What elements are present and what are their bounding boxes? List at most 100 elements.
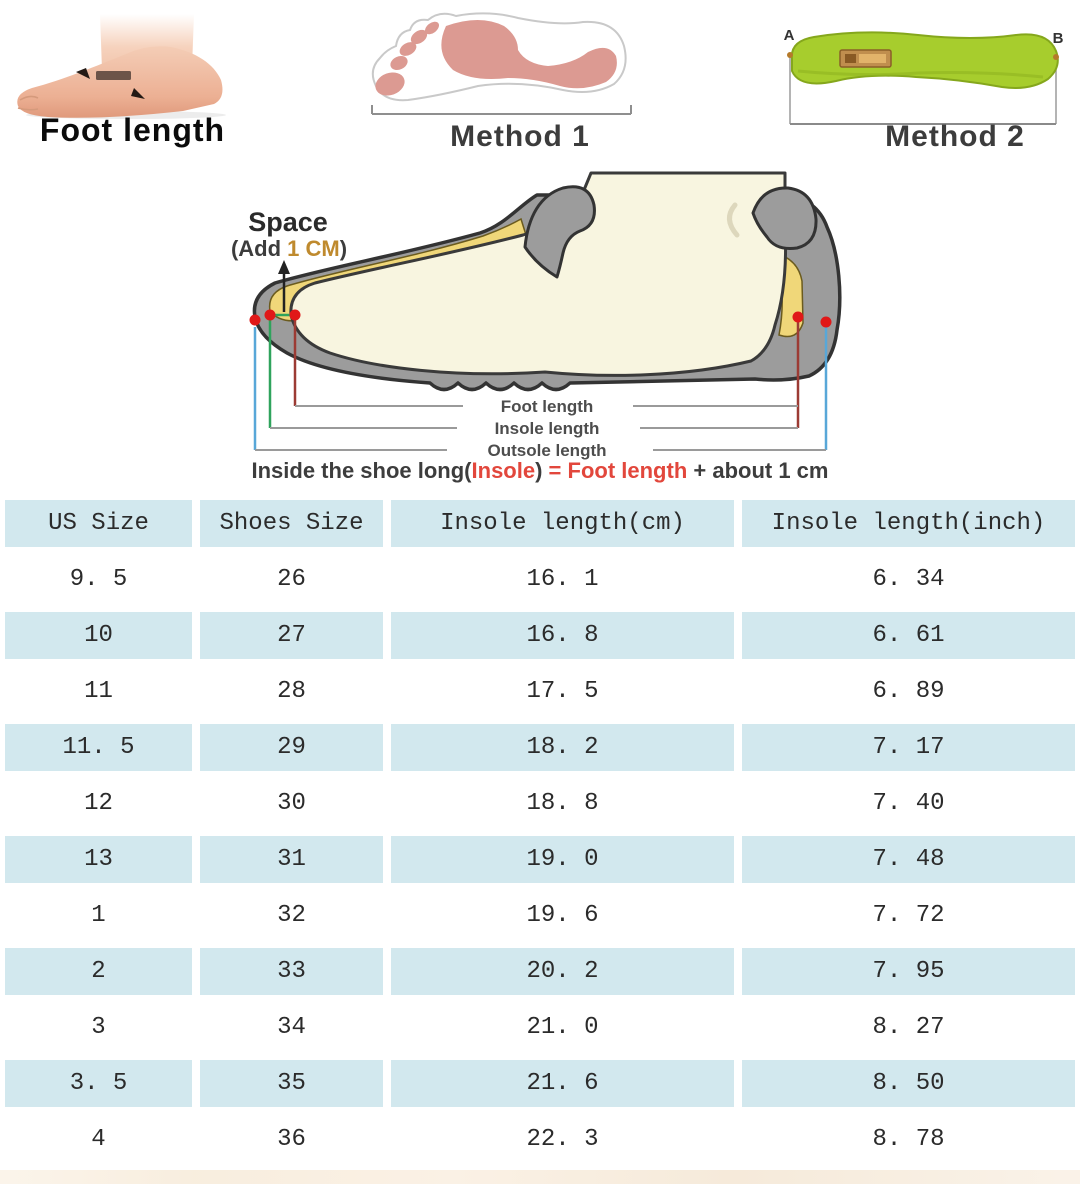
table-cell: 10 [5,612,192,659]
insole-label-mark [859,54,886,63]
footprint-sole [441,20,617,89]
footprint-toe [390,55,408,71]
insole-shading [797,69,1044,79]
foot-length-caption: Foot length [39,112,226,148]
table-row: 12 30 18. 8 7. 40 [5,780,1075,827]
table-cell: 9. 5 [69,566,128,593]
table-cell: 6. 34 [872,566,945,593]
space-note: (Add 1 CM) [231,236,347,261]
table-cell: 2 [5,948,192,995]
marker-dot [792,311,804,323]
size-table: US Size Shoes Size Insole length(cm) Insole… [5,500,1075,1172]
table-cell: 7. 48 [742,836,1075,883]
footprint-toe [424,21,440,35]
formula-part: Inside the shoe long( [251,458,472,483]
formula-part: ) [535,458,549,483]
table-cell: 6. 89 [872,678,945,705]
table-row: 1 32 19. 6 7. 72 [5,892,1075,939]
formula-equals: = [548,458,568,483]
method2-caption: Method 2 [885,120,1025,153]
table-cell: 29 [200,724,383,771]
footprint-big-toe [375,72,405,96]
formula-foot-length: Foot length [567,458,688,483]
table-cell: 7. 72 [872,902,945,929]
table-cell: 28 [277,678,306,705]
table-cell: 26 [277,566,306,593]
bottom-edge-strip [0,1170,1080,1184]
footprint-toe [399,42,417,56]
table-row: 9. 5 26 16. 1 6. 34 [5,556,1075,603]
table-header-row: US Size Shoes Size Insole length(cm) Insole… [5,500,1075,547]
marker-dot [289,309,301,321]
table-header-cell: US Size [5,500,192,547]
method1-caption: Method 1 [450,120,590,153]
table-cell: 33 [200,948,383,995]
table-cell: 30 [277,790,306,817]
table-cell: 19. 6 [526,902,599,929]
table-cell: 32 [277,902,306,929]
table-row: 2 33 20. 2 7. 95 [5,948,1075,995]
shoe-collar-shape [751,186,818,250]
table-cell: 27 [200,612,383,659]
toe-lines [17,95,39,111]
figure-method1 [368,8,638,123]
table-cell: 16. 1 [526,566,599,593]
table-cell: 8. 78 [872,1126,945,1153]
table-cell: 8. 27 [872,1014,945,1041]
table-cell: 34 [277,1014,306,1041]
space-arrow-head [278,260,290,274]
foot-marking [96,71,131,80]
table-cell: 36 [277,1126,306,1153]
table-row: 13 31 19. 0 7. 48 [5,836,1075,883]
table-row: 11 28 17. 5 6. 89 [5,668,1075,715]
table-row: 4 36 22. 3 8. 78 [5,1116,1075,1163]
table-header-cell: Insole length(inch) [742,500,1075,547]
marking-arrow-left [76,68,90,79]
foot-and-sock-shape [289,171,788,377]
marker-dot [264,309,276,321]
marker-dot [249,314,261,326]
table-cell: 21. 6 [391,1060,734,1107]
marker-dot [820,316,832,328]
insole-point-b-dot [1053,54,1059,60]
insole-point-a-label: A [784,27,795,44]
insole-label-mark [845,54,856,63]
foot-shape-photo [17,46,223,118]
space-title: Space [248,207,328,237]
measure-label-outsole: Outsole length [488,441,607,460]
table-cell: 7. 40 [872,790,945,817]
table-cell: 3. 5 [5,1060,192,1107]
table-cell: 3 [91,1014,106,1041]
shoe-diagram: Space (Add 1 CM) Foot length Insole leng… [231,171,842,460]
formula-part: + about 1 cm [687,458,829,483]
table-cell: 17. 5 [526,678,599,705]
table-cell: 11 [84,678,113,705]
formula-caption: Inside the shoe long(Insole) = Foot leng… [0,458,1080,484]
table-cell: 1 [91,902,106,929]
table-cell: 16. 8 [391,612,734,659]
table-cell: 4 [91,1126,106,1153]
table-cell: 13 [5,836,192,883]
table-cell: 6. 61 [742,612,1075,659]
table-row: 3. 5 35 21. 6 8. 50 [5,1060,1075,1107]
table-cell: 7. 17 [742,724,1075,771]
table-cell: 31 [200,836,383,883]
foot-photo-illustration [17,14,226,119]
measure-label-insole: Insole length [495,419,600,438]
table-cell: 22. 3 [526,1126,599,1153]
table-row: 3 34 21. 0 8. 27 [5,1004,1075,1051]
table-cell: 12 [84,790,113,817]
table-cell: 8. 50 [742,1060,1075,1107]
table-cell: 11. 5 [5,724,192,771]
table-header-cell: Insole length(cm) [391,500,734,547]
figure-foot-photo [8,14,258,119]
measure-label-foot: Foot length [501,397,594,416]
table-cell: 20. 2 [391,948,734,995]
figure-method2: A B [738,25,1073,140]
table-cell: 19. 0 [391,836,734,883]
marking-arrow-right [131,88,145,99]
insole-point-a-dot [787,52,793,58]
table-cell: 18. 8 [526,790,599,817]
table-header-cell: Shoes Size [200,500,383,547]
